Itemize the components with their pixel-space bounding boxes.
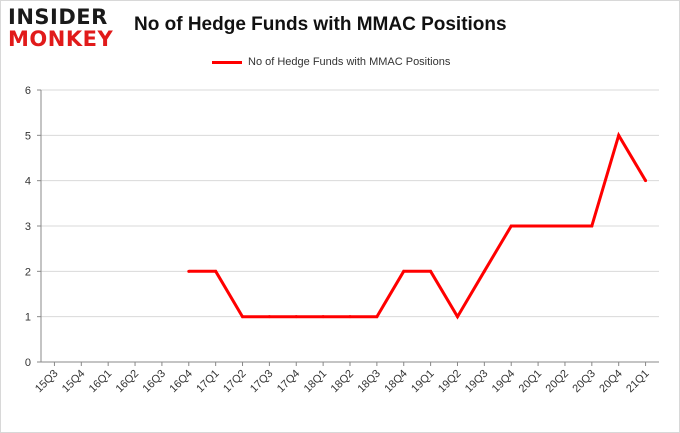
x-tick-label: 20Q3	[570, 368, 598, 396]
x-tick-label: 18Q3	[355, 368, 383, 396]
x-tick-label: 17Q4	[275, 368, 303, 396]
y-tick-label: 3	[25, 221, 31, 233]
x-tick-label: 18Q4	[382, 368, 410, 396]
x-tick-label: 17Q3	[248, 368, 276, 396]
data-point	[455, 315, 459, 319]
data-point	[644, 179, 648, 183]
data-point	[241, 315, 245, 319]
x-tick-label: 17Q1	[194, 368, 222, 396]
data-point	[429, 269, 433, 273]
x-tick-label: 15Q4	[60, 368, 88, 396]
data-point	[402, 269, 406, 273]
chart-title: No of Hedge Funds with MMAC Positions	[134, 14, 507, 35]
x-tick-label: 15Q3	[33, 368, 61, 396]
axis-layer	[37, 89, 659, 366]
x-tick-label: 19Q2	[436, 368, 464, 396]
x-tick-label: 20Q4	[597, 368, 625, 396]
x-tick-label: 21Q1	[624, 368, 652, 396]
chart-legend: No of Hedge Funds with MMAC Positions	[212, 54, 450, 70]
x-tick-label: 19Q1	[409, 368, 437, 396]
data-point	[509, 224, 513, 228]
legend-swatch	[212, 60, 242, 64]
data-point	[563, 224, 567, 228]
y-tick-label: 2	[25, 266, 31, 278]
logo-line-2: MONKEY	[8, 27, 114, 51]
series-layer	[187, 131, 648, 320]
data-point	[375, 315, 379, 319]
x-tick-label: 18Q1	[302, 368, 330, 396]
y-tick-label: 6	[25, 85, 31, 97]
data-point	[214, 269, 218, 273]
data-point	[187, 269, 191, 273]
insider-monkey-logo: INSIDER MONKEY	[8, 6, 130, 50]
x-tick-label: 16Q1	[87, 368, 115, 396]
y-tick-label: 5	[25, 130, 31, 142]
x-tick-label: 19Q3	[463, 368, 491, 396]
x-tick-label: 20Q2	[544, 368, 572, 396]
x-tick-label: 16Q2	[114, 368, 142, 396]
data-point	[617, 133, 621, 137]
y-tick-labels: 0 1 2 3 4 5 6	[25, 85, 31, 369]
data-point	[348, 315, 352, 319]
data-point	[294, 315, 298, 319]
x-tick-label: 19Q4	[490, 368, 518, 396]
y-tick-label: 0	[25, 357, 31, 369]
series-line	[188, 131, 647, 320]
data-point	[536, 224, 540, 228]
data-point	[482, 269, 486, 273]
data-point	[267, 315, 271, 319]
legend-label: No of Hedge Funds with MMAC Positions	[248, 56, 451, 68]
data-point	[590, 224, 594, 228]
logo-line-1: INSIDER	[8, 5, 108, 29]
grid-layer	[41, 89, 659, 318]
x-tick-label: 18Q2	[329, 368, 357, 396]
y-tick-label: 1	[25, 312, 31, 324]
x-tick-label: 16Q3	[141, 368, 169, 396]
x-tick-labels: 15Q3 15Q4 16Q1 16Q2 16Q3 16Q4 17Q1 17Q2 17Q3 17Q4…	[33, 368, 652, 396]
x-tick-label: 20Q1	[517, 368, 545, 396]
data-point	[321, 315, 325, 319]
x-tick-label: 17Q2	[221, 368, 249, 396]
x-tick-label: 16Q4	[167, 368, 195, 396]
y-tick-label: 4	[25, 176, 31, 188]
